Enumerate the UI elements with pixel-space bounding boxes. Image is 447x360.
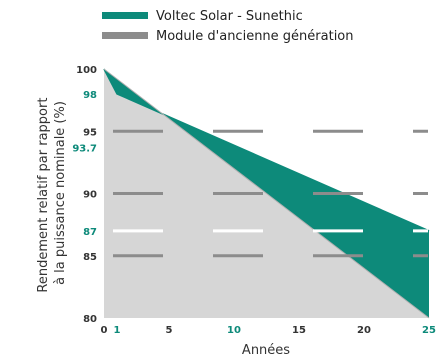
y-axis-title: Rendement relatif par rapport à la puiss… xyxy=(36,93,68,292)
legend: Voltec Solar - Sunethic Module d'ancienne… xyxy=(102,9,354,44)
y-tick-85: 85 xyxy=(83,252,97,263)
y-tick-95: 95 xyxy=(83,127,97,138)
y-tick-100: 100 xyxy=(76,65,97,76)
y-tick-90: 90 xyxy=(83,190,97,201)
y-tick-80: 80 xyxy=(83,314,97,325)
y-axis-title-line-2: à la puissance nominale (%) xyxy=(53,101,68,285)
voltec-line xyxy=(103,68,430,232)
x-tick-10: 10 xyxy=(227,325,241,336)
x-axis-title: Années xyxy=(242,343,290,358)
y-tick-98: 98 xyxy=(83,90,97,101)
legend-swatch-0 xyxy=(102,12,148,19)
x-tick-15: 15 xyxy=(292,325,306,336)
legend-label-0: Voltec Solar - Sunethic xyxy=(156,9,303,24)
legend-swatch-1 xyxy=(102,32,148,39)
y-tick-93-7: 93.7 xyxy=(72,143,97,154)
old-module-line xyxy=(103,68,430,319)
y-axis-title-line-1: Rendement relatif par rapport xyxy=(36,98,51,293)
y-tick-labels: 100 98 95 93.7 90 87 85 80 xyxy=(72,65,97,325)
x-tick-20: 20 xyxy=(357,325,371,336)
x-tick-5: 5 xyxy=(166,325,173,336)
x-tick-25: 25 xyxy=(422,325,436,336)
y-tick-87: 87 xyxy=(83,227,97,238)
legend-label-1: Module d'ancienne génération xyxy=(156,29,354,44)
x-tick-labels: 0 1 5 10 15 20 25 xyxy=(101,325,436,336)
x-tick-0: 0 xyxy=(101,325,108,336)
x-tick-1: 1 xyxy=(114,325,121,336)
